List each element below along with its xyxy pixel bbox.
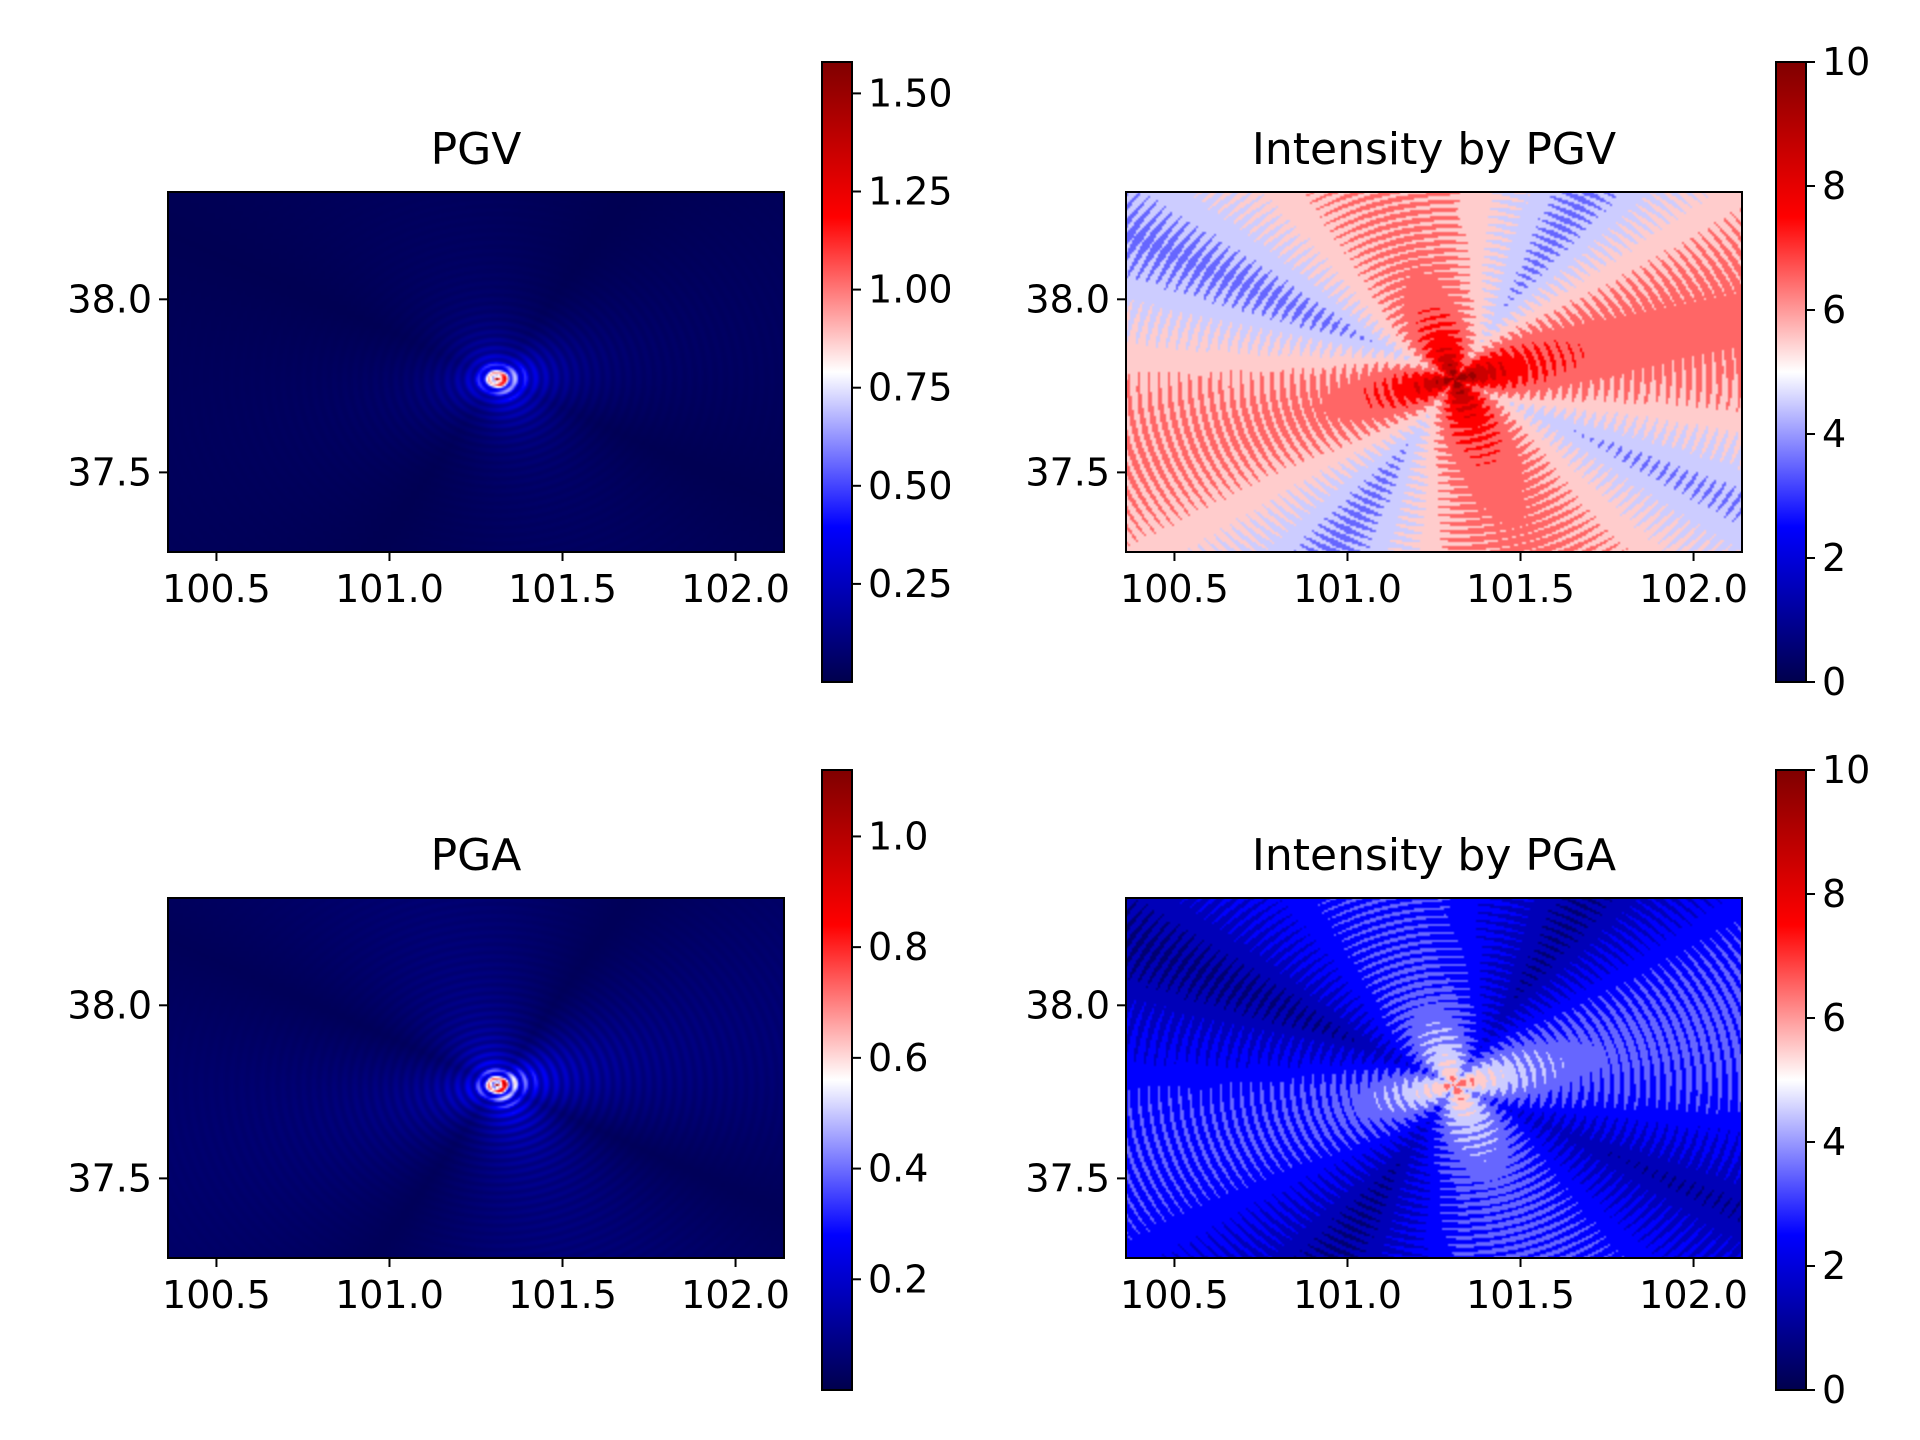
colorbar-tick-label: 1.0 xyxy=(868,814,928,858)
colorbar-tick-label: 0.25 xyxy=(868,562,953,606)
colorbar-tick-label: 0.6 xyxy=(868,1036,928,1080)
chart-title: Intensity by PGA xyxy=(1252,830,1616,881)
y-tick-label: 37.5 xyxy=(1025,450,1110,494)
heatmap-image xyxy=(168,192,784,552)
colorbar-tick-label: 0 xyxy=(1822,660,1846,704)
colorbar-tick-label: 4 xyxy=(1822,1120,1846,1164)
axes-frame xyxy=(167,897,785,1259)
colorbar: 0 2 4 6 8 10 xyxy=(1775,748,1870,1412)
y-tick-label: 37.5 xyxy=(67,1156,152,1200)
x-tick-label: 101.0 xyxy=(335,567,444,611)
x-tick-label: 100.5 xyxy=(1120,567,1229,611)
axes-frame xyxy=(1125,191,1743,553)
colorbar-gradient xyxy=(821,769,853,1391)
colorbar-tick-label: 0.50 xyxy=(868,464,953,508)
y-tick-label: 38.0 xyxy=(67,983,152,1027)
colorbar-tick-label: 1.00 xyxy=(868,268,953,312)
x-tick-label: 101.5 xyxy=(508,567,617,611)
x-tick-label: 101.0 xyxy=(335,1273,444,1317)
subplot-4: Intensity by PGA 100.5 101.0 101.5 102.0 37.5… xyxy=(1025,748,1870,1412)
x-tick-label: 101.0 xyxy=(1293,1273,1402,1317)
colorbar-tick-label: 8 xyxy=(1822,164,1846,208)
y-tick-label: 38.0 xyxy=(1025,277,1110,321)
colorbar-tick-label: 6 xyxy=(1822,288,1846,332)
x-tick-label: 101.5 xyxy=(508,1273,617,1317)
colorbar-tick-label: 0.75 xyxy=(868,366,953,410)
x-tick-label: 101.5 xyxy=(1466,567,1575,611)
colorbar-tick-label: 2 xyxy=(1822,536,1846,580)
heatmap-image xyxy=(1126,898,1742,1258)
x-tick-label: 102.0 xyxy=(681,567,790,611)
x-tick-label: 100.5 xyxy=(162,1273,271,1317)
colorbar-tick-label: 1.25 xyxy=(868,169,953,213)
y-tick-label: 37.5 xyxy=(67,450,152,494)
x-tick-label: 102.0 xyxy=(1639,1273,1748,1317)
colorbar-tick-label: 2 xyxy=(1822,1244,1846,1288)
y-tick-label: 37.5 xyxy=(1025,1156,1110,1200)
colorbar-gradient xyxy=(1775,61,1807,683)
colorbar-tick-label: 0.8 xyxy=(868,925,928,969)
colorbar-tick-label: 8 xyxy=(1822,872,1846,916)
colorbar-gradient xyxy=(1775,769,1807,1391)
colorbar-tick-label: 10 xyxy=(1822,748,1870,792)
colorbar: 0 2 4 6 8 10 xyxy=(1775,40,1870,704)
colorbar: 0.25 0.50 0.75 1.00 1.25 1.50 xyxy=(821,61,953,683)
colorbar-tick-label: 0.4 xyxy=(868,1147,928,1191)
colorbar: 0.2 0.4 0.6 0.8 1.0 xyxy=(821,769,928,1391)
chart-title: PGA xyxy=(431,830,522,881)
x-tick-label: 100.5 xyxy=(162,567,271,611)
x-tick-label: 101.0 xyxy=(1293,567,1402,611)
heatmap-image xyxy=(168,898,784,1258)
x-tick-label: 102.0 xyxy=(1639,567,1748,611)
y-tick-label: 38.0 xyxy=(1025,983,1110,1027)
colorbar-tick-label: 4 xyxy=(1822,412,1846,456)
x-tick-label: 100.5 xyxy=(1120,1273,1229,1317)
colorbar-tick-label: 6 xyxy=(1822,996,1846,1040)
chart-title: Intensity by PGV xyxy=(1252,124,1616,175)
subplot-2: Intensity by PGV 100.5 101.0 101.5 102.0 37.5… xyxy=(1025,40,1870,704)
colorbar-gradient xyxy=(821,61,853,683)
axes-frame xyxy=(1125,897,1743,1259)
chart-title: PGV xyxy=(431,124,522,175)
subplot-3: PGA 100.5 101.0 101.5 102.0 37.5 38.0 0.2 0.4 0.6… xyxy=(67,769,928,1391)
colorbar-tick-label: 10 xyxy=(1822,40,1870,84)
x-tick-label: 101.5 xyxy=(1466,1273,1575,1317)
colorbar-tick-label: 0.2 xyxy=(868,1257,928,1301)
axes-frame xyxy=(167,191,785,553)
x-tick-label: 102.0 xyxy=(681,1273,790,1317)
y-tick-label: 38.0 xyxy=(67,277,152,321)
colorbar-tick-label: 1.50 xyxy=(868,71,953,115)
heatmap-image xyxy=(1126,192,1742,552)
colorbar-tick-label: 0 xyxy=(1822,1368,1846,1412)
